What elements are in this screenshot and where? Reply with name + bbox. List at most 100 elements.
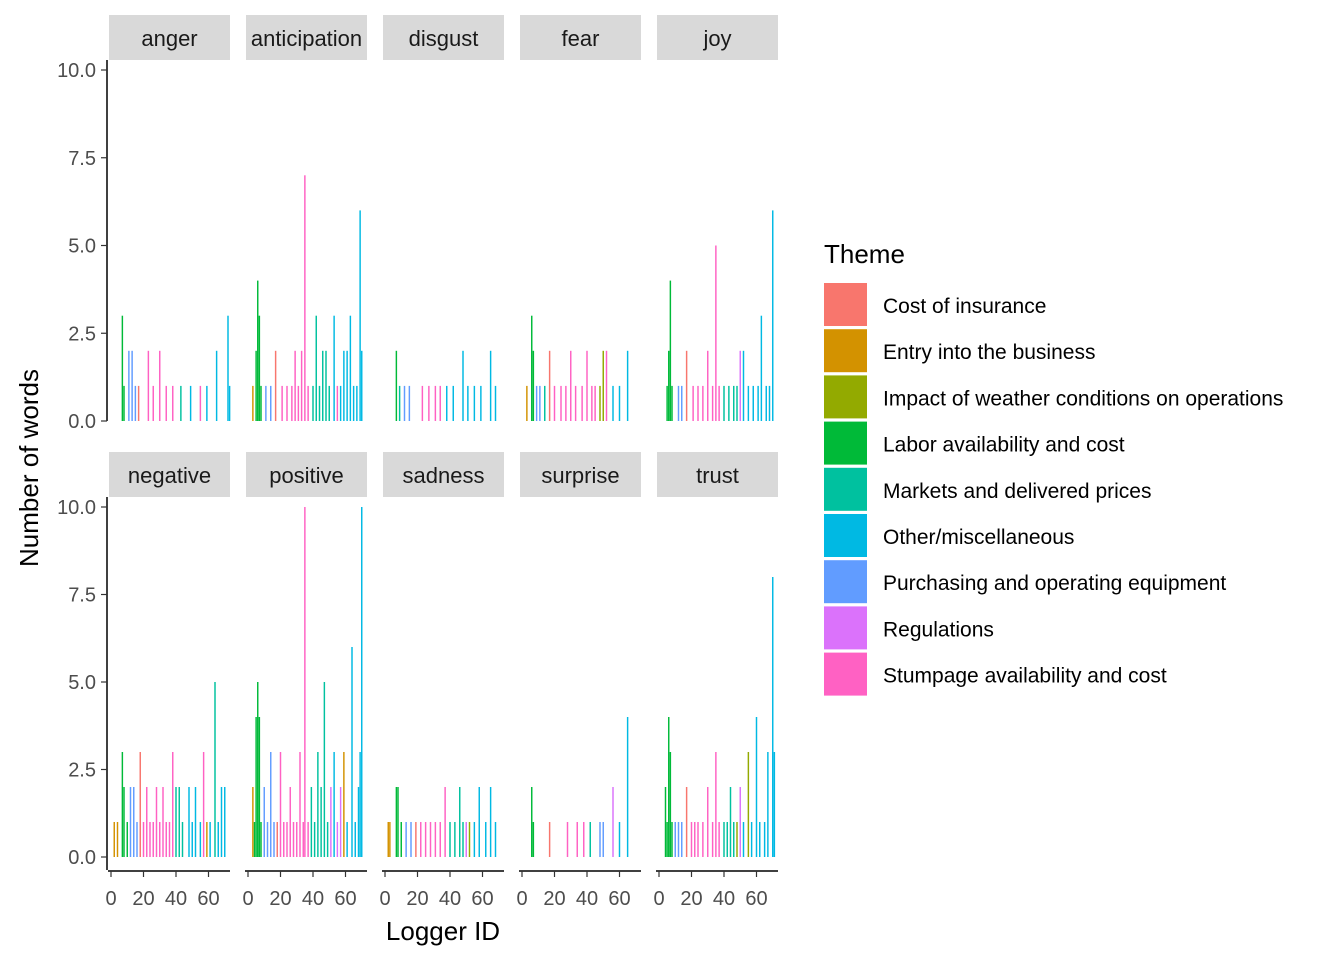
- bar-trust-19: [729, 787, 732, 857]
- bar-sadness-17: [462, 822, 464, 857]
- bar-anticipation-8: [281, 385, 283, 421]
- x-tick-label-col-2-3: 60: [334, 888, 356, 910]
- bar-anticipation-28: [352, 385, 355, 421]
- bar-disgust-11: [467, 385, 469, 421]
- bar-fear-12: [581, 385, 583, 421]
- bar-negative-0: [113, 822, 115, 857]
- bar-positive-17: [299, 752, 301, 857]
- strip-positive: [246, 452, 367, 497]
- bar-negative-19: [175, 787, 177, 857]
- bar-joy-4: [677, 385, 680, 421]
- bar-disgust-6: [434, 385, 437, 421]
- bar-positive-2: [255, 717, 257, 857]
- bar-trust-16: [718, 822, 720, 857]
- bar-positive-37: [361, 507, 363, 857]
- bar-sadness-3: [397, 787, 399, 857]
- bar-anticipation-20: [325, 350, 327, 421]
- legend-label-5: Markets and delivered prices: [883, 480, 1151, 503]
- strip-label-positive: positive: [269, 463, 344, 488]
- bar-trust-13: [707, 787, 709, 857]
- bar-trust-25: [750, 822, 753, 857]
- bar-trust-5: [674, 822, 676, 857]
- bar-negative-24: [194, 787, 197, 857]
- bar-positive-23: [317, 752, 319, 857]
- bar-trust-26: [755, 717, 758, 857]
- legend-label-4: Labor availability and cost: [883, 434, 1125, 457]
- bar-joy-24: [765, 385, 767, 421]
- x-tick-label-col-3-2: 40: [439, 888, 461, 910]
- bar-positive-21: [310, 787, 313, 857]
- bar-fear-18: [605, 350, 608, 421]
- bar-joy-21: [752, 385, 754, 421]
- bar-positive-3: [257, 682, 259, 857]
- bar-joy-19: [742, 350, 745, 421]
- bar-trust-7: [681, 822, 683, 857]
- bar-anticipation-6: [270, 385, 272, 421]
- bar-anger-16: [227, 315, 229, 421]
- bar-sadness-14: [449, 822, 451, 857]
- bar-positive-27: [330, 787, 332, 857]
- bar-negative-20: [178, 787, 180, 857]
- bar-negative-7: [136, 822, 138, 857]
- bar-negative-10: [146, 787, 148, 857]
- bar-anticipation-2: [257, 280, 259, 421]
- bar-anticipation-18: [318, 385, 321, 421]
- bar-disgust-7: [439, 385, 441, 421]
- bar-positive-0: [252, 787, 254, 857]
- x-tick-label-col-3-0: 0: [379, 888, 390, 910]
- bar-positive-28: [333, 752, 335, 857]
- bar-trust-0: [664, 787, 667, 857]
- bar-surprise-5: [583, 822, 585, 857]
- bar-positive-36: [359, 752, 361, 857]
- legend: Theme Cost of insurance Entry into the bu…: [824, 239, 1283, 696]
- bar-surprise-0: [531, 787, 533, 857]
- bar-anger-5: [137, 385, 140, 421]
- bar-sadness-15: [454, 822, 456, 857]
- bar-trust-4: [671, 822, 673, 857]
- bar-fear-7: [553, 385, 556, 421]
- bar-positive-10: [276, 822, 278, 857]
- bar-anticipation-22: [333, 315, 335, 421]
- bar-positive-32: [346, 822, 348, 857]
- bar-sadness-23: [489, 787, 492, 857]
- bar-sadness-1: [389, 822, 391, 857]
- x-tick-label-col-5-1: 20: [680, 888, 702, 910]
- bar-sadness-0: [387, 822, 389, 857]
- bar-joy-3: [671, 385, 673, 421]
- bar-disgust-9: [452, 385, 454, 421]
- bar-trust-21: [736, 822, 738, 857]
- bar-surprise-4: [576, 822, 578, 857]
- bar-trust-14: [711, 822, 714, 857]
- y-tick-label-row-1-0: 0.0: [68, 411, 96, 433]
- bar-fear-1: [531, 315, 533, 421]
- bar-negative-13: [155, 787, 158, 857]
- bar-fear-14: [591, 385, 593, 421]
- strip-disgust: [383, 15, 504, 60]
- bar-trust-11: [697, 822, 699, 857]
- bar-negative-23: [191, 822, 193, 857]
- bar-anticipation-12: [297, 385, 300, 421]
- legend-key-3: [824, 375, 867, 419]
- x-tick-label-col-4-2: 40: [576, 888, 598, 910]
- bar-joy-26: [772, 210, 774, 421]
- bar-surprise-11: [626, 717, 629, 857]
- bar-anger-0: [121, 315, 124, 421]
- legend-key-1: [824, 283, 867, 326]
- bar-anticipation-5: [265, 385, 267, 421]
- bar-positive-6: [263, 787, 265, 857]
- bar-sadness-13: [444, 787, 446, 857]
- bar-trust-2: [668, 717, 670, 857]
- bar-negative-6: [133, 787, 135, 857]
- bar-joy-18: [739, 350, 741, 421]
- bar-positive-26: [326, 822, 329, 857]
- bar-fear-16: [599, 385, 601, 421]
- bar-anticipation-14: [304, 175, 306, 421]
- strip-anticipation: [246, 15, 367, 60]
- bar-fear-4: [539, 385, 541, 421]
- bar-trust-10: [694, 822, 696, 857]
- bar-anger-11: [180, 385, 182, 421]
- bar-positive-18: [302, 822, 304, 857]
- bar-sadness-10: [429, 822, 432, 857]
- bar-joy-10: [707, 350, 709, 421]
